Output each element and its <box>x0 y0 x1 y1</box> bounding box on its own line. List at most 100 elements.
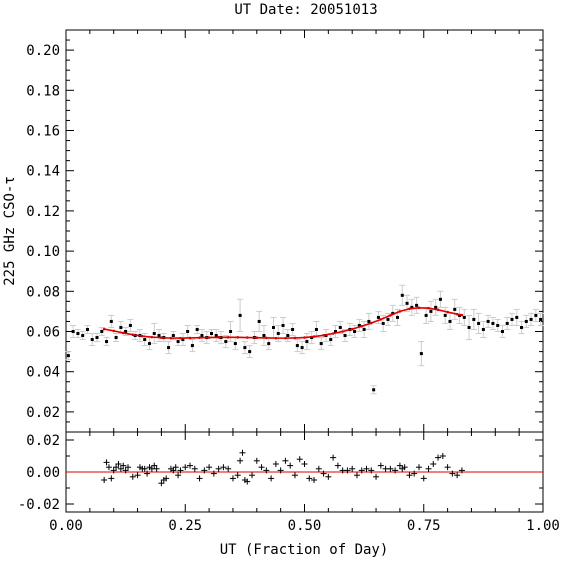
upper-ytick-label: 0.08 <box>26 284 60 300</box>
residual-point <box>291 472 298 479</box>
measurement-point <box>195 327 199 331</box>
measurement-point <box>405 301 409 305</box>
lower-ytick-label: 0.00 <box>26 465 60 481</box>
residual-point <box>435 454 442 461</box>
lower-xtick-label: 0.75 <box>407 518 441 534</box>
residual-point <box>172 464 179 471</box>
residual-point <box>353 472 360 479</box>
measurement-point <box>453 307 457 311</box>
residual-point <box>108 475 115 482</box>
residual-point <box>258 464 265 471</box>
residual-point <box>125 464 132 471</box>
measurement-point <box>424 313 428 317</box>
fit-point <box>179 336 182 340</box>
residual-point <box>344 467 351 474</box>
measurement-point <box>95 336 99 340</box>
measurement-point <box>267 342 271 346</box>
residual-point <box>363 465 370 472</box>
residual-point <box>103 459 110 466</box>
residual-point <box>134 472 141 479</box>
fit-point <box>322 334 325 337</box>
residual-point <box>377 462 384 469</box>
measurement-point <box>462 315 466 319</box>
measurement-point <box>357 323 361 327</box>
upper-ytick-label: 0.04 <box>26 365 60 381</box>
upper-ytick-label: 0.12 <box>26 204 60 220</box>
residual-point <box>182 464 189 471</box>
fit-point <box>131 333 135 337</box>
measurement-point <box>338 325 342 329</box>
upper-ytick-label: 0.14 <box>26 164 60 180</box>
measurement-point <box>448 319 452 323</box>
measurement-point <box>319 342 323 346</box>
residual-point <box>458 467 465 474</box>
residual-point <box>225 465 232 472</box>
residual-point <box>210 470 217 477</box>
residual-point <box>425 465 432 472</box>
fit-point <box>169 336 173 340</box>
residual-point <box>439 453 446 459</box>
residual-point <box>454 472 461 479</box>
fit-point <box>331 332 335 335</box>
measurement-point <box>496 323 500 327</box>
residual-point <box>151 462 158 469</box>
fit-point <box>460 313 464 317</box>
measurement-point <box>181 338 185 342</box>
measurement-point <box>314 327 318 331</box>
residual-point <box>253 457 260 464</box>
chart-title: UT Date: 20051013 <box>234 2 377 18</box>
measurement-point <box>76 332 80 336</box>
lower-xtick-label: 0.00 <box>49 518 83 534</box>
residual-point <box>373 473 380 480</box>
fit-point <box>121 331 125 335</box>
measurement-point <box>391 311 395 315</box>
measurement-point <box>477 321 481 325</box>
residual-point <box>396 462 403 469</box>
residual-point <box>110 467 117 474</box>
upper-panel-frame <box>65 29 544 433</box>
measurement-point <box>90 338 94 342</box>
measurement-point <box>505 321 509 325</box>
residual-point <box>387 465 394 472</box>
measurement-point <box>157 334 161 338</box>
measurement-point <box>386 317 390 321</box>
residual-point <box>415 464 422 471</box>
residual-points <box>101 449 465 487</box>
measurement-point <box>229 330 233 333</box>
measurement-point <box>529 317 533 321</box>
measurement-point <box>186 330 190 333</box>
measurement-point <box>443 313 447 317</box>
residual-point <box>334 462 341 469</box>
residual-point <box>144 470 151 477</box>
residual-point <box>349 465 356 472</box>
measurement-point <box>300 346 304 350</box>
measurement-point <box>248 350 252 354</box>
measurement-point <box>100 330 104 333</box>
fit-point <box>102 327 106 331</box>
residual-point <box>401 464 408 471</box>
fit-point <box>446 310 449 314</box>
fit-point <box>417 306 421 310</box>
residual-point <box>320 470 327 477</box>
fit-point <box>389 314 392 317</box>
residual-point <box>301 461 308 467</box>
fit-point <box>160 336 163 340</box>
measurement-point <box>276 332 280 336</box>
measurement-point <box>167 346 171 350</box>
measurement-point <box>400 293 404 297</box>
residual-point <box>234 472 241 479</box>
measurement-point <box>486 319 490 323</box>
measurement-point <box>367 319 371 323</box>
measurement-point <box>147 342 151 346</box>
measurement-point <box>105 340 109 344</box>
residual-point <box>272 461 279 467</box>
fit-point <box>408 307 411 311</box>
measurement-point <box>467 325 471 329</box>
fit-point <box>312 335 316 338</box>
measurement-point <box>353 330 357 333</box>
residual-point <box>170 467 177 474</box>
lower-xtick-label: 0.25 <box>168 518 202 534</box>
residual-point <box>239 449 246 456</box>
measurement-point <box>305 340 309 344</box>
measurement-point <box>190 344 194 348</box>
